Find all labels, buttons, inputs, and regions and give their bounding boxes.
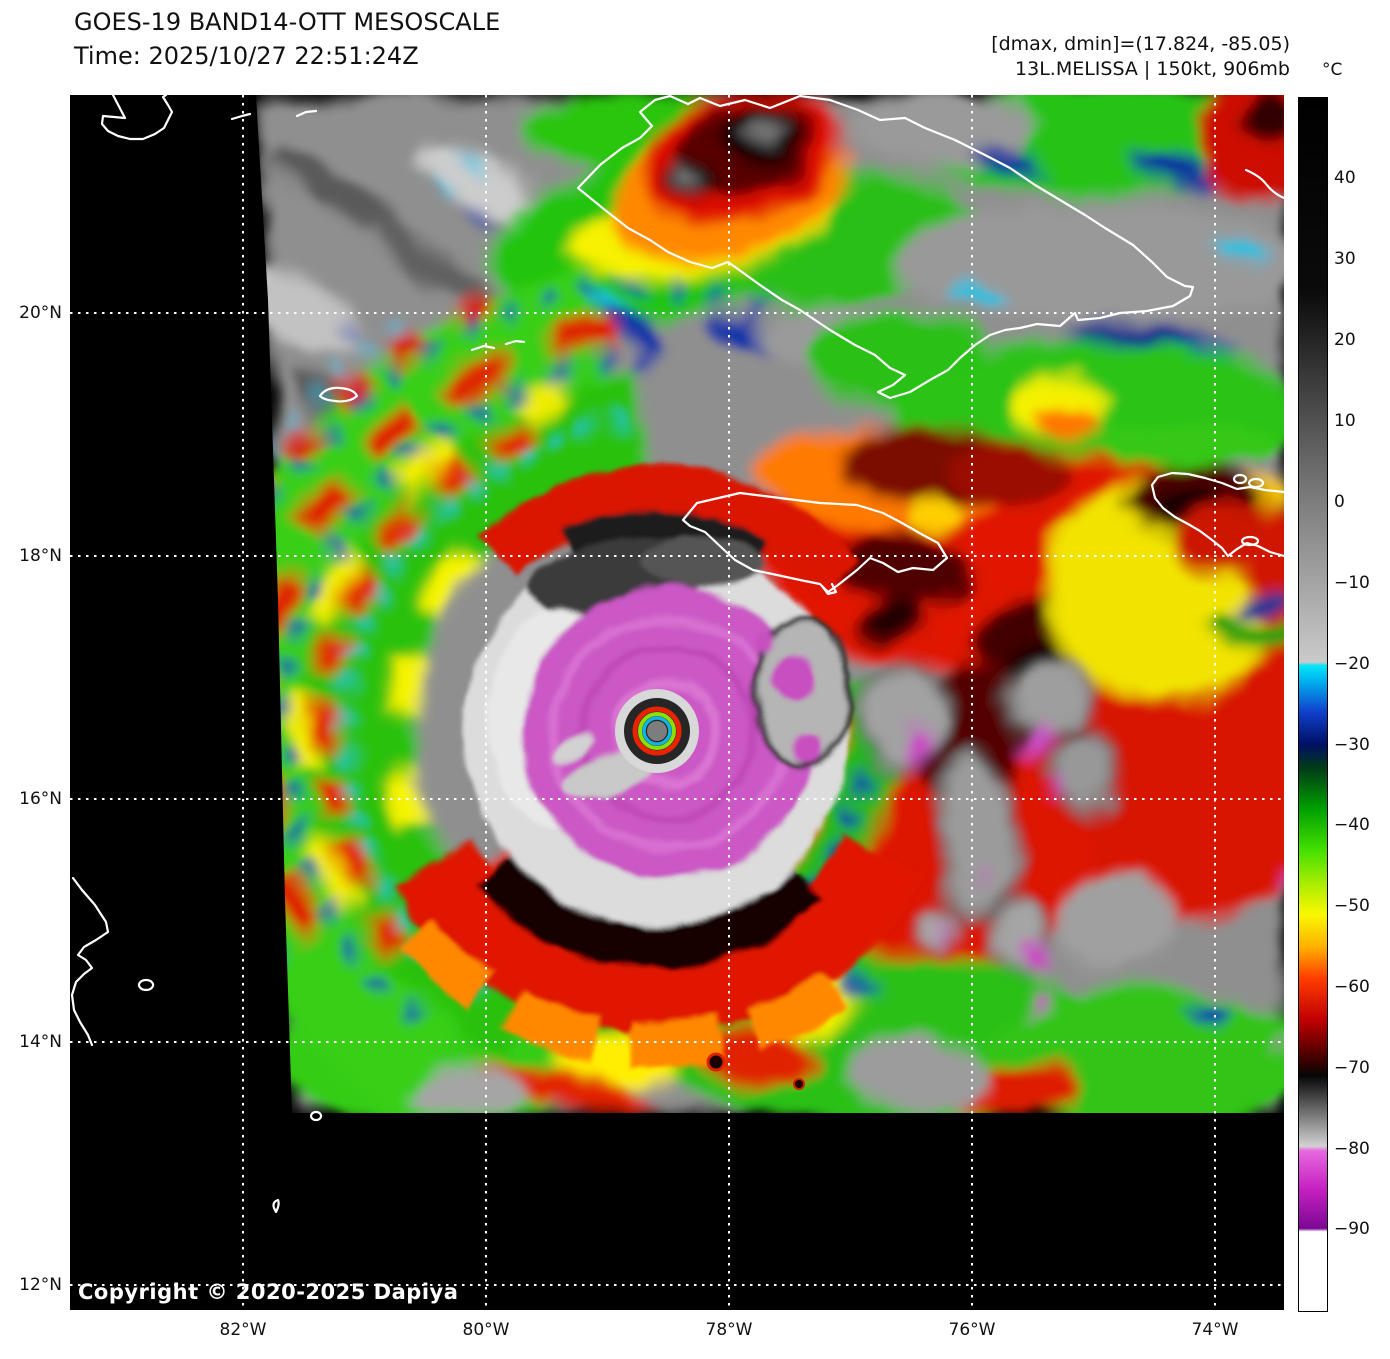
lat-label-20n: 20°N — [19, 303, 62, 323]
lon-label-76w: 76°W — [948, 1320, 996, 1340]
coast-jamaica — [681, 491, 949, 596]
cb-tick-0: 0 — [1334, 492, 1345, 512]
lon-label-78w: 78°W — [705, 1320, 753, 1340]
cb-tick-m70: −70 — [1334, 1058, 1370, 1078]
cb-tick-m30: −30 — [1334, 735, 1370, 755]
coastlines — [70, 95, 1284, 1214]
cb-tick-m60: −60 — [1334, 977, 1370, 997]
cb-tick-m20: −20 — [1334, 654, 1370, 674]
cb-tick-m50: −50 — [1334, 896, 1370, 916]
colorbar — [1298, 97, 1328, 1312]
cb-tick-m40: −40 — [1334, 815, 1370, 835]
coast-cayman — [318, 339, 526, 403]
lat-label-16n: 16°N — [19, 789, 62, 809]
cb-tick-10: 10 — [1334, 411, 1356, 431]
dmax-dmin-readout: [dmax, dmin]=(17.824, -85.05) — [991, 33, 1290, 55]
coast-cuba — [576, 95, 1195, 400]
imagery-layers — [70, 95, 1284, 1310]
lat-label-14n: 14°N — [19, 1032, 62, 1052]
hurricane-eye — [615, 689, 805, 1090]
timestamp: Time: 2025/10/27 22:51:24Z — [74, 42, 419, 70]
cb-tick-20: 20 — [1334, 330, 1356, 350]
colorbar-unit: °C — [1322, 60, 1343, 80]
coast-haiti — [1150, 471, 1284, 558]
lon-label-74w: 74°W — [1191, 1320, 1239, 1340]
cb-tick-40: 40 — [1334, 168, 1356, 188]
page-title: GOES-19 BAND14-OTT MESOSCALE — [74, 8, 501, 36]
coast-west-cuba-fragment — [100, 95, 174, 141]
coast-islets-north — [230, 109, 318, 121]
copyright-watermark: Copyright © 2020-2025 Dapiya — [78, 1280, 459, 1304]
coast-honduras-nicaragua — [70, 876, 323, 1214]
cb-tick-m10: −10 — [1334, 573, 1370, 593]
lat-lon-grid — [70, 95, 1284, 1310]
lat-label-12n: 12°N — [19, 1275, 62, 1295]
lat-label-18n: 18°N — [19, 546, 62, 566]
cb-tick-m90: −90 — [1334, 1219, 1370, 1239]
lon-label-80w: 80°W — [462, 1320, 510, 1340]
lon-label-82w: 82°W — [219, 1320, 267, 1340]
cb-tick-m80: −80 — [1334, 1139, 1370, 1159]
coast-bahamas-fragment — [1244, 168, 1284, 200]
storm-info: 13L.MELISSA | 150kt, 906mb — [1015, 58, 1290, 80]
hurricane-core — [394, 467, 924, 1068]
cb-tick-30: 30 — [1334, 249, 1356, 269]
